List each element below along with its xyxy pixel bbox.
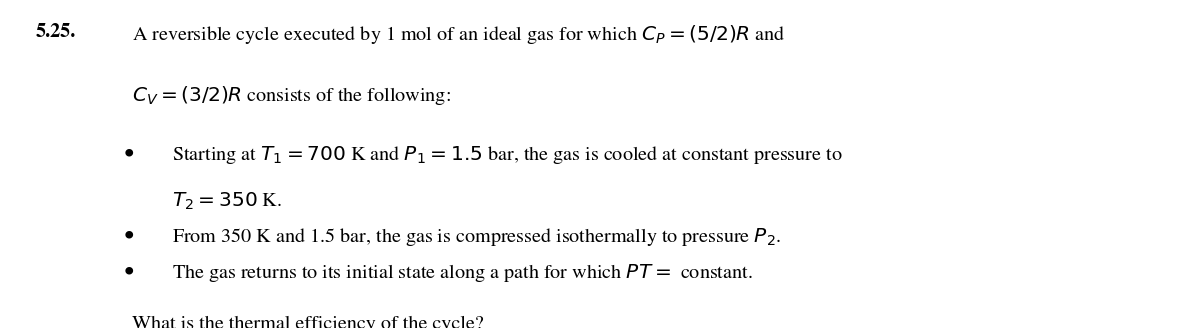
- Text: 5.25.: 5.25.: [36, 23, 77, 41]
- Text: $T_2 = 350$ K.: $T_2 = 350$ K.: [172, 190, 282, 212]
- Text: Starting at $T_1 = 700$ K and $P_1 = 1.5$ bar, the gas is cooled at constant pre: Starting at $T_1 = 700$ K and $P_1 = 1.5…: [172, 144, 842, 166]
- Text: From 350 K and 1.5 bar, the gas is compressed isothermally to pressure $P_2$.: From 350 K and 1.5 bar, the gas is compr…: [172, 226, 781, 248]
- Text: $C_V = (3/2)R$ consists of the following:: $C_V = (3/2)R$ consists of the following…: [132, 84, 451, 107]
- Text: What is the thermal efficiency of the cycle?: What is the thermal efficiency of the cy…: [132, 316, 484, 328]
- Text: •: •: [124, 144, 134, 161]
- Text: A reversible cycle executed by 1 mol of an ideal gas for which $C_P = (5/2)R$ an: A reversible cycle executed by 1 mol of …: [132, 23, 785, 46]
- Text: The gas returns to its initial state along a path for which $PT =$ constant.: The gas returns to its initial state alo…: [172, 262, 752, 284]
- Text: •: •: [124, 226, 134, 243]
- Text: •: •: [124, 262, 134, 279]
